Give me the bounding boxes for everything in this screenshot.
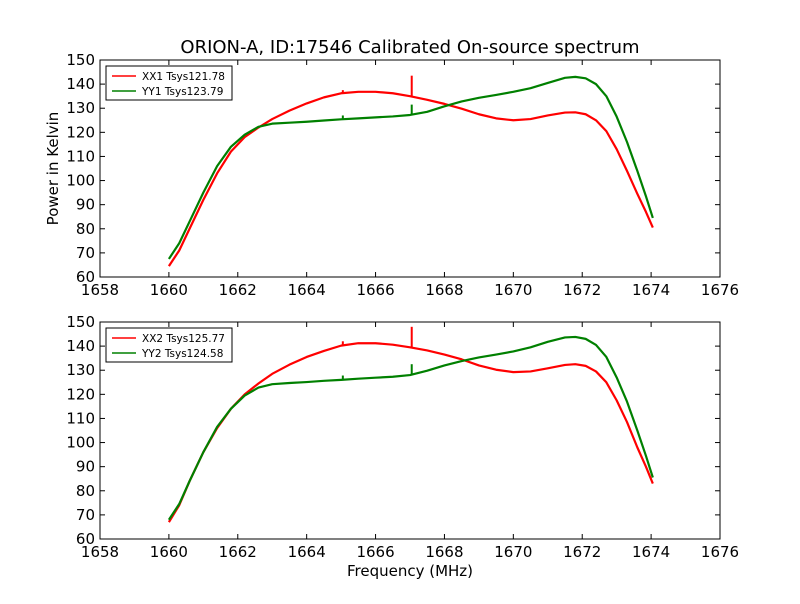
x-tick-label-1-6: 1670	[494, 543, 532, 561]
series-0-1	[167, 75, 654, 260]
figure-title: ORION-A, ID:17546 Calibrated On-source s…	[180, 37, 639, 58]
y-tick-label-0-8: 140	[66, 75, 95, 93]
x-tick-label-0-7: 1672	[563, 281, 601, 299]
y-tick-label-0-4: 100	[66, 172, 95, 190]
x-tick-label-1-7: 1672	[563, 543, 601, 561]
x-tick-label-1-9: 1676	[701, 543, 739, 561]
series-line-0-1	[167, 75, 654, 260]
y-tick-label-1-6: 120	[66, 385, 95, 403]
y-tick-label-0-5: 110	[66, 147, 95, 165]
x-tick-label-0-0: 1658	[81, 281, 119, 299]
x-tick-label-0-5: 1668	[425, 281, 463, 299]
y-tick-label-1-4: 100	[66, 434, 95, 452]
x-tick-label-0-9: 1676	[701, 281, 739, 299]
axes-frame-0	[99, 59, 721, 278]
top-panel: 1658 1660 1662 1664 1666 1668 1670 1672 1674 1676…	[44, 51, 739, 299]
y-tick-label-1-1: 70	[76, 506, 95, 524]
y-axis-label-0: Power in Kelvin	[44, 112, 62, 226]
x-tick-label-0-8: 1674	[632, 281, 670, 299]
x-tick-label-0-1: 1660	[150, 281, 188, 299]
x-tick-label-1-1: 1660	[150, 543, 188, 561]
series-1-1	[167, 335, 654, 521]
y-tick-label-0-3: 90	[76, 196, 95, 214]
y-tick-label-1-3: 90	[76, 458, 95, 476]
x-tick-label-0-3: 1664	[288, 281, 326, 299]
legend-label-1-1: YY2 Tsys124.58	[141, 348, 223, 360]
legend-box-1	[105, 327, 233, 363]
x-tick-label-1-5: 1668	[425, 543, 463, 561]
x-tick-label-1-8: 1674	[632, 543, 670, 561]
legend-label-0-1: YY1 Tsys123.79	[141, 86, 223, 98]
legend-label-1-0: XX2 Tsys125.77	[142, 333, 225, 345]
series-1-0	[167, 326, 654, 523]
bottom-panel: 1658 1660 1662 1664 1666 1668 1670 1672 1674 1676…	[66, 313, 739, 580]
y-tick-label-1-5: 110	[66, 409, 95, 427]
x-tick-label-1-3: 1664	[288, 543, 326, 561]
y-tick-label-1-0: 60	[76, 530, 95, 548]
axes-frame-1	[99, 321, 721, 540]
y-tick-label-1-9: 150	[66, 313, 95, 331]
y-tick-label-0-0: 60	[76, 268, 95, 286]
x-tick-label-0-2: 1662	[219, 281, 257, 299]
x-tick-label-1-4: 1666	[356, 543, 394, 561]
legend-0: XX1 Tsys121.78 YY1 Tsys123.79	[105, 65, 233, 101]
y-tick-label-0-2: 80	[76, 220, 95, 238]
y-tick-label-0-7: 130	[66, 99, 95, 117]
legend-box-0	[105, 65, 233, 101]
y-tick-label-0-1: 70	[76, 244, 95, 262]
series-0-0	[167, 75, 654, 267]
y-tick-label-0-9: 150	[66, 51, 95, 69]
y-tick-label-1-8: 140	[66, 337, 95, 355]
x-tick-label-0-4: 1666	[356, 281, 394, 299]
legend-label-0-0: XX1 Tsys121.78	[142, 71, 225, 83]
x-tick-label-0-6: 1670	[494, 281, 532, 299]
series-line-1-1	[167, 335, 654, 521]
series-line-0-0	[167, 90, 654, 267]
x-axis-label-1: Frequency (MHz)	[347, 562, 473, 580]
x-tick-label-1-2: 1662	[219, 543, 257, 561]
x-tick-label-1-0: 1658	[81, 543, 119, 561]
y-tick-label-0-6: 120	[66, 123, 95, 141]
legend-1: XX2 Tsys125.77 YY2 Tsys124.58	[105, 327, 233, 363]
y-tick-label-1-2: 80	[76, 482, 95, 500]
y-tick-label-1-7: 130	[66, 361, 95, 379]
